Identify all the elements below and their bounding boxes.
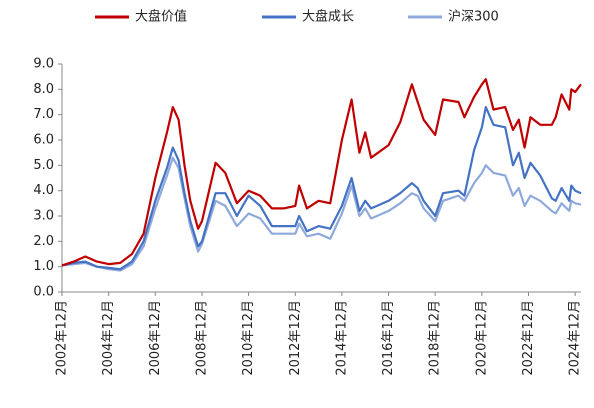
series-line xyxy=(61,156,582,272)
y-tick-label: 4.0 xyxy=(33,183,54,198)
legend-label: 大盘成长 xyxy=(302,9,354,25)
y-tick-label: 2.0 xyxy=(33,234,54,249)
y-tick-label: 9.0 xyxy=(33,57,54,72)
x-tick-label: 2024年12月 xyxy=(568,300,583,376)
series-line xyxy=(61,78,582,267)
x-tick-label: 2020年12月 xyxy=(474,300,489,376)
y-tick-label: 5.0 xyxy=(33,158,54,173)
legend-label: 大盘价值 xyxy=(135,9,187,25)
x-tick-label: 2022年12月 xyxy=(521,300,536,376)
y-tick-label: 1.0 xyxy=(33,259,54,274)
x-tick-label: 2014年12月 xyxy=(334,300,349,376)
y-tick-label: 8.0 xyxy=(33,82,54,97)
x-tick-label: 2006年12月 xyxy=(148,300,163,376)
x-tick-label: 2010年12月 xyxy=(241,300,256,376)
y-tick-label: 6.0 xyxy=(33,133,54,148)
x-tick-label: 2002年12月 xyxy=(55,300,70,376)
legend-label: 沪深300 xyxy=(448,9,499,25)
x-tick-label: 2008年12月 xyxy=(194,300,209,376)
x-tick-label: 2018年12月 xyxy=(428,300,443,376)
x-tick-label: 2004年12月 xyxy=(101,300,116,376)
series-line xyxy=(61,106,582,271)
y-tick-label: 7.0 xyxy=(33,107,54,122)
y-tick-label: 0.0 xyxy=(33,285,54,300)
x-tick-label: 2016年12月 xyxy=(381,300,396,376)
x-tick-label: 2012年12月 xyxy=(288,300,303,376)
y-tick-label: 3.0 xyxy=(33,209,54,224)
